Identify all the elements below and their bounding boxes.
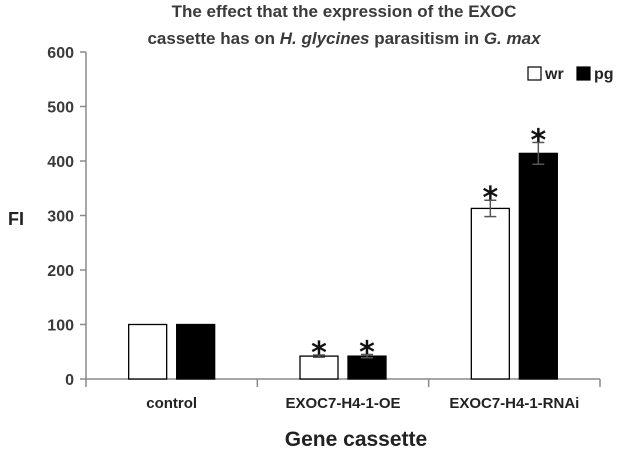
chart-title-line2: cassette has on H. glycines parasitism i… [147, 29, 542, 48]
significance-marker: * [482, 181, 498, 216]
significance-marker: * [311, 336, 327, 371]
category-label: EXOC7-H4-1-RNAi [449, 395, 579, 412]
legend: wr pg [527, 66, 614, 83]
bar-pg [176, 323, 216, 380]
bar-wr [128, 323, 168, 380]
y-tick-label: 600 [47, 45, 74, 62]
y-tick-group: 0 100 200 300 400 500 600 [47, 45, 86, 389]
significance-marker: * [359, 335, 375, 370]
legend-swatch-pg [576, 66, 591, 81]
y-tick-label: 0 [65, 372, 74, 389]
legend-label-wr: wr [544, 66, 564, 83]
chart-title-line1: The effect that the expression of the EX… [172, 2, 517, 21]
y-tick-label: 400 [47, 154, 74, 171]
bar-pg [518, 152, 558, 380]
bar-group: * * * * [128, 123, 558, 380]
category-label: control [146, 395, 197, 412]
y-tick-label: 200 [47, 263, 74, 280]
y-tick-label: 300 [47, 209, 74, 226]
legend-swatch-wr [527, 66, 542, 81]
y-tick-label: 500 [47, 100, 74, 117]
bar-wr [470, 207, 510, 380]
chart-title: The effect that the expression of the EX… [147, 2, 542, 48]
legend-label-pg: pg [594, 66, 614, 83]
y-axis-label: FI [8, 209, 24, 229]
y-tick-label: 100 [47, 318, 74, 335]
x-tick-group [85, 379, 601, 387]
category-label-group: control EXOC7-H4-1-OE EXOC7-H4-1-RNAi [146, 395, 579, 412]
x-axis-label: Gene cassette [285, 428, 427, 450]
category-label: EXOC7-H4-1-OE [285, 395, 400, 412]
significance-marker: * [530, 123, 546, 158]
